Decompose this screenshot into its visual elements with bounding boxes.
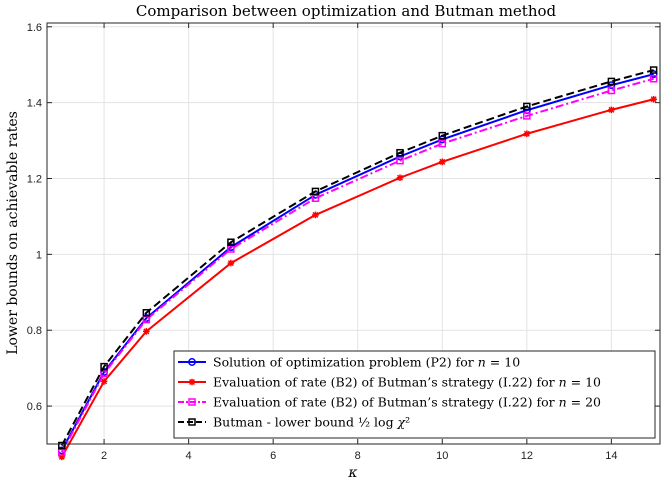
data-point xyxy=(227,238,235,246)
data-point xyxy=(438,131,447,140)
data-point xyxy=(311,187,320,196)
data-point xyxy=(100,378,108,385)
legend-label: Evaluation of rate (B2) of Butman’s stra… xyxy=(213,395,601,410)
chart-title: Comparison between optimization and Butm… xyxy=(136,2,557,20)
data-point xyxy=(100,369,108,378)
axes-frame xyxy=(46,22,661,445)
legend-label: Butman - lower bound ½ log χ² xyxy=(213,415,410,430)
x-tick-label: 6 xyxy=(270,450,276,462)
data-point xyxy=(607,81,616,90)
legend-marker xyxy=(188,378,196,386)
data-point xyxy=(607,86,616,95)
data-point xyxy=(607,77,616,86)
x-tick-label: 8 xyxy=(355,450,361,462)
series-4 xyxy=(58,66,658,450)
x-tick-label: 4 xyxy=(186,450,192,462)
legend-marker xyxy=(188,418,196,426)
data-point xyxy=(227,245,235,253)
legend-box xyxy=(173,350,656,439)
legend-label: Evaluation of rate (B2) of Butman’s stra… xyxy=(213,375,601,390)
y-tick-label: 1 xyxy=(36,249,42,261)
x-tick-label: 2 xyxy=(101,450,107,462)
plot-area xyxy=(57,66,658,461)
legend: Solution of optimization problem (P2) fo… xyxy=(173,350,656,439)
series-line xyxy=(60,98,654,458)
series-line xyxy=(60,77,654,453)
axis-ticks: 2 4 6 8 10 12 14 0.6 0.8 1 1.2 1.4 1.6 xyxy=(27,22,660,462)
data-point xyxy=(523,112,531,120)
legend-item: Butman - lower bound ½ log χ² xyxy=(178,415,410,430)
legend-marker xyxy=(188,358,196,366)
data-point xyxy=(312,211,319,219)
legend-marker xyxy=(188,398,196,406)
y-axis-label: Lower bounds on achievable rates xyxy=(5,111,21,355)
legend-item: Solution of optimization problem (P2) fo… xyxy=(178,355,520,370)
y-tick-label: 0.6 xyxy=(27,401,42,413)
data-point xyxy=(649,66,658,74)
legend-item: Evaluation of rate (B2) of Butman’s stra… xyxy=(178,375,601,390)
data-point xyxy=(142,309,151,317)
data-point xyxy=(142,315,151,324)
x-tick-label: 14 xyxy=(605,450,617,462)
data-point xyxy=(227,259,235,267)
y-tick-label: 1.2 xyxy=(27,174,42,186)
legend-label: Solution of optimization problem (P2) fo… xyxy=(213,355,520,370)
data-point xyxy=(58,448,66,457)
legend-item: Evaluation of rate (B2) of Butman’s stra… xyxy=(178,395,601,410)
y-tick-label: 1.6 xyxy=(27,22,42,34)
x-axis-label: κ xyxy=(347,465,357,481)
data-point xyxy=(58,441,66,450)
data-point xyxy=(143,328,150,335)
data-point xyxy=(100,362,108,371)
x-tick-label: 12 xyxy=(521,450,533,462)
series-line xyxy=(60,69,654,446)
data-point xyxy=(396,148,404,157)
data-point xyxy=(438,139,447,148)
data-point xyxy=(523,102,531,111)
data-point xyxy=(650,95,657,103)
data-point xyxy=(396,156,404,165)
x-tick-label: 10 xyxy=(436,450,448,462)
y-tick-label: 0.8 xyxy=(27,325,42,337)
data-point xyxy=(523,130,531,138)
grid xyxy=(47,23,660,444)
y-tick-label: 1.4 xyxy=(27,98,42,110)
data-point xyxy=(608,106,615,114)
data-point xyxy=(649,75,658,83)
series-3 xyxy=(58,75,658,457)
data-point xyxy=(396,174,404,182)
data-point xyxy=(438,158,446,166)
data-point xyxy=(311,194,320,202)
